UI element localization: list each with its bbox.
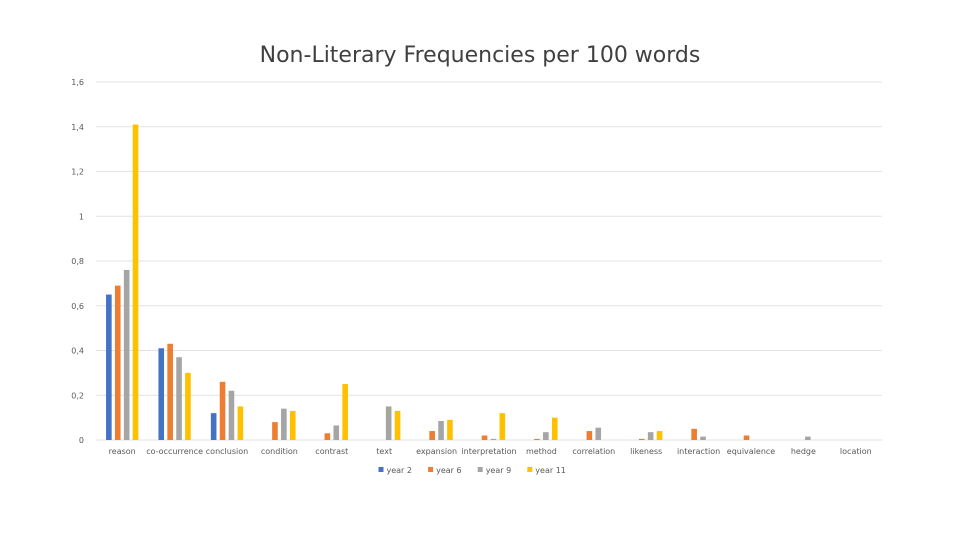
bar-reason-year-9	[123, 269, 130, 440]
bar-equivalence-year-6	[743, 435, 750, 440]
legend-label: year 11	[535, 466, 566, 475]
bar-text-year-11	[394, 410, 401, 440]
bar-expansion-year-11	[447, 419, 453, 440]
y-axis-ticks: 0 0,2 0,4 0,6 0,8 1 1,2 1,4 1,6	[71, 78, 84, 445]
bar-correlation-year-9	[595, 427, 602, 440]
bar-likeness-year-9	[647, 432, 654, 440]
bar-interpretation-year-9	[490, 438, 497, 440]
bar-conclusion-year-11	[237, 406, 244, 440]
bar-condition-year-11	[289, 410, 296, 440]
y-tick-label: 1,2	[71, 168, 84, 177]
x-category-label: hedge	[791, 447, 816, 456]
bar-method-year-11	[551, 417, 558, 440]
bar-co-occurrence-year-2	[158, 348, 165, 440]
x-category-label: condition	[261, 447, 298, 456]
x-category-label: co-occurrence	[146, 447, 203, 456]
bar-interpretation-year-11	[499, 413, 506, 440]
bar-correlation-year-6	[586, 431, 593, 440]
legend-swatch	[378, 467, 384, 472]
legend-swatch	[428, 467, 434, 472]
legend-label: year 9	[486, 466, 511, 475]
legend-label: year 2	[387, 466, 412, 475]
y-tick-label: 0,4	[71, 347, 84, 356]
bar-expansion-year-9	[438, 420, 444, 440]
x-category-label: contrast	[315, 447, 348, 456]
x-category-label: likeness	[630, 447, 662, 456]
bar-expansion-year-6	[429, 431, 435, 440]
x-category-label: equivalence	[727, 447, 776, 456]
y-tick-label: 1	[79, 212, 84, 221]
bar-conclusion-year-2	[210, 413, 217, 440]
bar-interaction-year-9	[700, 436, 706, 440]
bar-likeness-year-11	[656, 431, 663, 440]
bar-conclusion-year-9	[228, 390, 235, 440]
bar-reason-year-2	[106, 294, 112, 440]
bar-co-occurrence-year-11	[185, 372, 191, 440]
bar-reason-year-6	[114, 285, 121, 440]
bar-method-year-9	[543, 432, 549, 440]
legend: year 2 year 6 year 9 year 11	[378, 466, 566, 475]
bar-text-year-9	[385, 406, 392, 440]
x-category-label: correlation	[572, 447, 615, 456]
y-tick-label: 0	[79, 436, 84, 445]
x-category-label: text	[376, 447, 392, 456]
bars	[106, 124, 811, 440]
chart-title: Non-Literary Frequencies per 100 words	[260, 43, 701, 68]
bar-contrast-year-11	[342, 384, 348, 440]
x-category-label: method	[526, 447, 557, 456]
bar-co-occurrence-year-9	[176, 357, 182, 440]
bar-likeness-year-6	[638, 438, 645, 440]
y-tick-label: 1,4	[71, 123, 84, 132]
y-tick-label: 1,6	[71, 78, 84, 87]
bar-condition-year-6	[272, 422, 278, 440]
x-category-label: conclusion	[206, 447, 248, 456]
legend-label: year 6	[436, 466, 461, 475]
x-category-label: location	[840, 447, 872, 456]
bar-interpretation-year-6	[481, 435, 488, 440]
bar-contrast-year-6	[324, 433, 331, 440]
x-axis-categories: reason co-occurrence conclusion condition co…	[109, 447, 872, 456]
x-category-label: interaction	[677, 447, 720, 456]
bar-reason-year-11	[132, 124, 139, 440]
y-tick-label: 0,6	[71, 302, 84, 311]
x-category-label: interpretation	[461, 447, 516, 456]
bar-condition-year-9	[281, 408, 287, 440]
bar-conclusion-year-6	[219, 381, 226, 440]
x-category-label: expansion	[416, 447, 457, 456]
y-tick-label: 0,8	[71, 257, 84, 266]
bar-contrast-year-9	[333, 425, 340, 440]
legend-swatch	[477, 467, 483, 472]
y-tick-label: 0,2	[71, 391, 84, 400]
legend-swatch	[527, 467, 533, 472]
bar-method-year-6	[534, 438, 540, 440]
bar-interaction-year-6	[691, 428, 697, 440]
x-category-label: reason	[109, 447, 136, 456]
bar-co-occurrence-year-6	[167, 343, 173, 440]
bar-hedge-year-9	[805, 436, 811, 440]
gridlines	[96, 81, 882, 441]
